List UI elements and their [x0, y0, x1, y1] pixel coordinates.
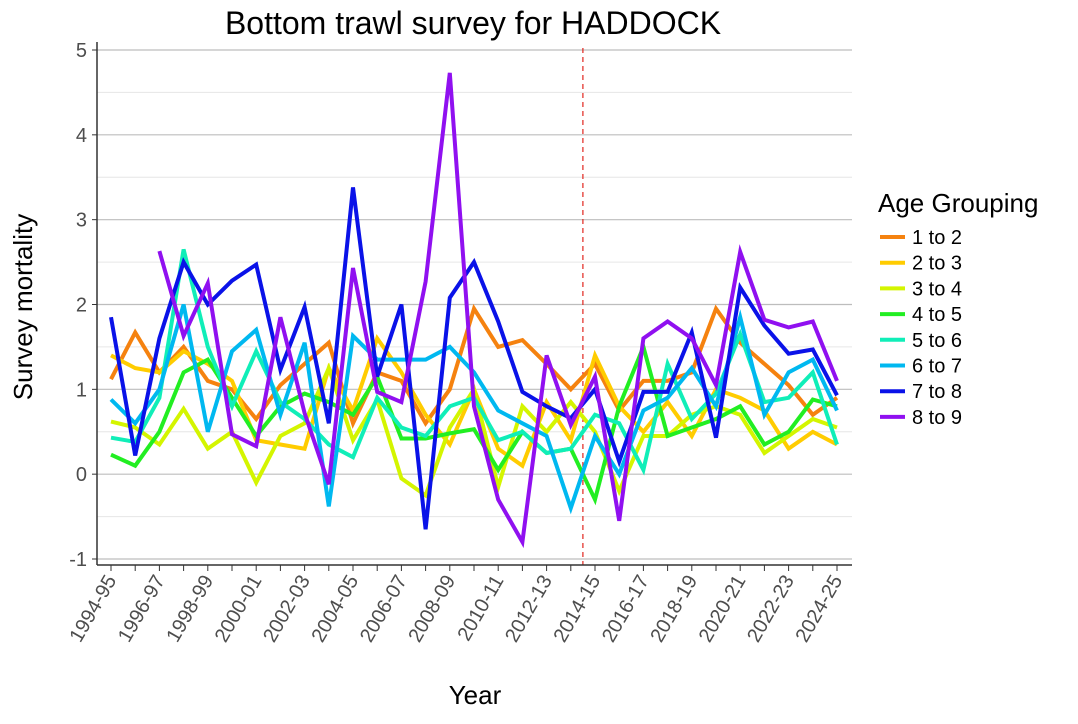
- y-tick-label: 2: [76, 295, 87, 317]
- legend-title: Age Grouping: [878, 188, 1038, 218]
- y-tick-label: 4: [76, 125, 87, 147]
- legend-label: 4 to 5: [912, 304, 962, 326]
- y-tick-label: 3: [76, 210, 87, 232]
- x-tick-label: 2008-09: [404, 572, 460, 647]
- legend-label: 8 to 9: [912, 407, 962, 429]
- chart-title: Bottom trawl survey for HADDOCK: [225, 5, 721, 41]
- x-axis-label: Year: [449, 680, 502, 710]
- y-tick-label: 0: [76, 464, 87, 486]
- y-tick-label: -1: [69, 549, 87, 571]
- y-tick-label: 1: [76, 379, 87, 401]
- x-tick-label: 2010-11: [454, 572, 509, 645]
- series-lines: [111, 73, 837, 542]
- y-axis-label: Survey mortality: [8, 214, 38, 400]
- legend-label: 1 to 2: [912, 227, 962, 249]
- legend-label: 3 to 4: [912, 278, 962, 300]
- legend: Age Grouping 1 to 2 2 to 3 3 to 4 4 to 5 5 t…: [878, 188, 1038, 429]
- legend-label: 5 to 6: [912, 330, 962, 352]
- legend-label: 6 to 7: [912, 356, 962, 378]
- legend-label: 7 to 8: [912, 381, 962, 403]
- y-tick-label: 5: [76, 40, 87, 62]
- x-tick-label: 2024-25: [792, 572, 848, 647]
- legend-label: 2 to 3: [912, 253, 962, 275]
